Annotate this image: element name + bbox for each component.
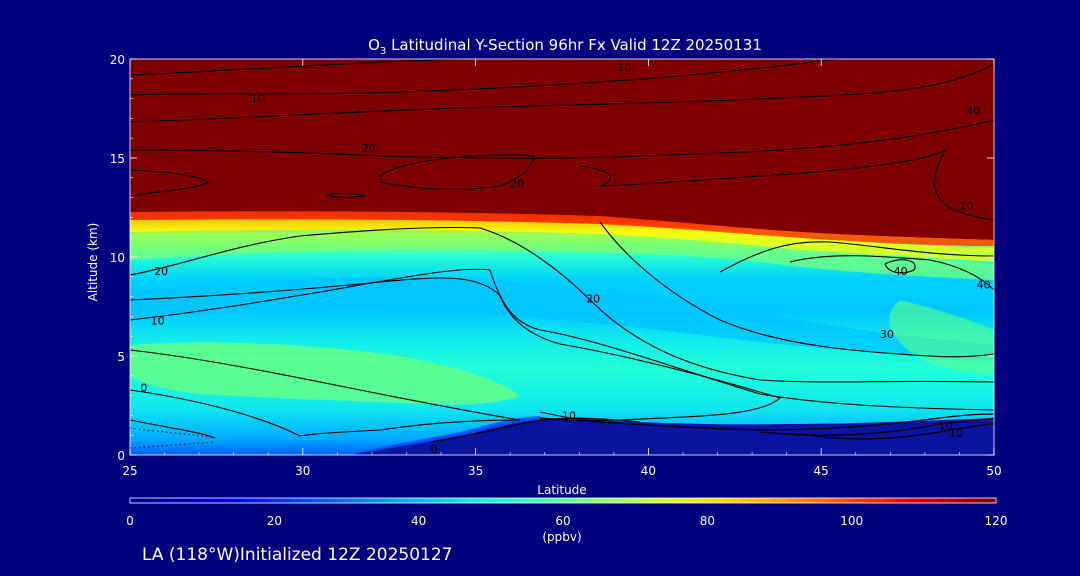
tropopause-band-yellow [130, 219, 994, 262]
stratosphere-region [130, 59, 994, 240]
green-layer [130, 229, 994, 280]
lower-green-pocket [130, 342, 520, 405]
contour-label: 0 [140, 382, 147, 395]
contour-label: 40 [977, 279, 991, 292]
colorbar-tick-label: 80 [700, 514, 715, 528]
contour-label: 10 [151, 314, 165, 327]
colorbar [129, 497, 997, 504]
dotted-contours [130, 427, 216, 449]
x-tick-label: 35 [468, 464, 483, 478]
contour-label: 20 [586, 293, 600, 306]
x-tick-label: 40 [641, 464, 656, 478]
y-tick-label: 0 [117, 449, 125, 463]
contour-label: 30 [880, 328, 894, 341]
x-tick-label: 30 [295, 464, 310, 478]
x-axis-label: Latitude [537, 483, 586, 497]
y-tick-label: 15 [110, 152, 125, 166]
mid-troposphere-blue [130, 277, 994, 360]
footer-initialized: LA (118°W)Initialized 12Z 20250127 [142, 545, 452, 565]
x-axis: 25 30 35 40 45 50 [122, 59, 1002, 478]
colorbar-tick-label: 100 [840, 514, 863, 528]
chart-title: O3 Latitudinal Y-Section 96hr Fx Valid 1… [368, 36, 762, 57]
contour-label: 20 [510, 178, 524, 191]
colorbar-tick-label: 60 [555, 514, 570, 528]
colorbar-tick-label: 120 [985, 514, 1008, 528]
y-tick-label: 5 [117, 350, 125, 364]
colorbar-tick-labels: 0 20 40 60 80 100 120 [126, 514, 1007, 528]
colorbar-tick-label: 0 [126, 514, 134, 528]
contour-lines [130, 59, 994, 443]
contour-label: 10 [562, 409, 576, 422]
contour-label: 20 [361, 142, 375, 155]
y-tick-label: 10 [110, 251, 125, 265]
y-axis-label: Altitude (km) [86, 223, 100, 302]
contour-label: 10 [617, 61, 631, 74]
surface-blue-fringe [350, 416, 540, 455]
colorbar-tick-label: 20 [267, 514, 282, 528]
x-tick-label: 50 [986, 464, 1001, 478]
surface-low-ozone [130, 418, 994, 455]
contour-label: 10 [939, 419, 953, 432]
x-tick-label: 25 [122, 464, 137, 478]
contour-label: 40 [894, 265, 908, 278]
contour-label: 40 [966, 104, 980, 117]
y-axis: 0 5 10 15 20 [110, 53, 994, 463]
contour-label: 0 [431, 443, 438, 456]
tropopause-band-red [130, 211, 994, 246]
contour-label: 10 [949, 427, 963, 440]
contour-label: 10 [251, 93, 265, 106]
colorbar-unit: (ppbv) [542, 530, 581, 544]
contour-label: 10 [959, 200, 973, 213]
x-tick-label: 45 [814, 464, 829, 478]
colorbar-tick-label: 40 [411, 514, 426, 528]
contour-label: 20 [154, 265, 168, 278]
y-tick-label: 20 [110, 53, 125, 67]
